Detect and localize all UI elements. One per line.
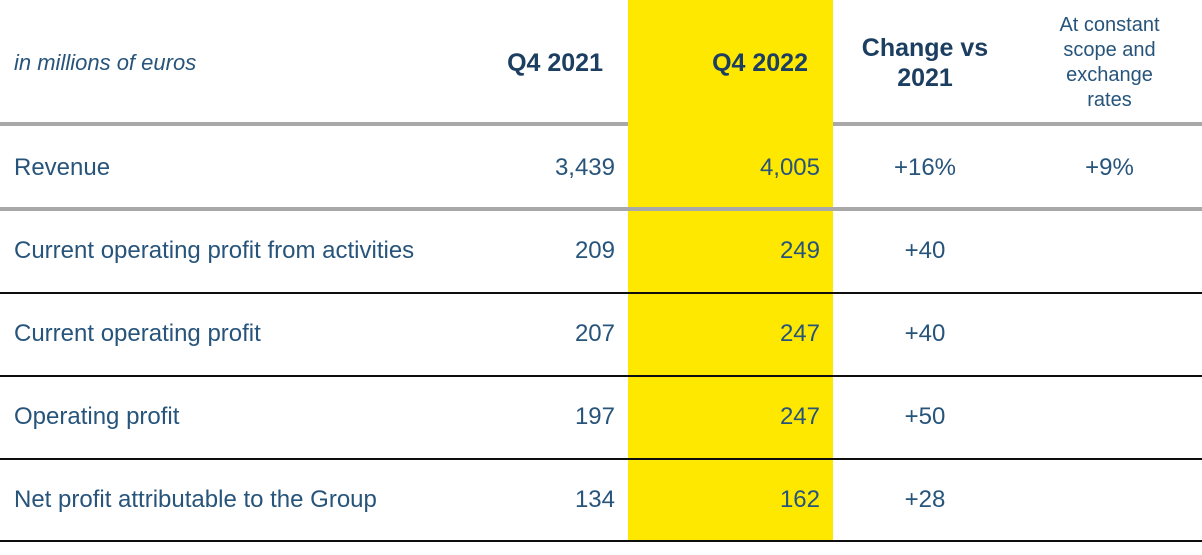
row-label: Current operating profit from activities [0,209,450,292]
column-header-text: Q4 2022 [712,48,808,77]
cell-change: +28 [904,485,946,513]
row-label-text: Net profit attributable to the Group [14,485,377,513]
cell-change: +16% [893,153,957,181]
q4-2022-highlight-band [628,0,833,542]
column-header-q4-2022: Q4 2022 [628,0,833,126]
cell-q4-2022: 162 [779,485,820,513]
cell-q4-2021: 207 [574,319,615,347]
cell-change: +40 [904,319,946,347]
cell-q4-2021: 197 [574,402,615,430]
table-bottom-divider [0,540,1202,542]
header-divider [0,122,1202,126]
row-label: Revenue [0,126,450,209]
cell-change: +50 [904,402,946,430]
cell-constant [1017,292,1202,375]
row-divider [0,458,1202,460]
column-header-text: Q4 2021 [507,48,603,77]
row-label: Current operating profit [0,292,450,375]
cell-change: +40 [904,236,946,264]
row-label-text: Current operating profit from activities [14,236,415,264]
row-label-text: Revenue [14,153,111,181]
unit-label: in millions of euros [0,0,450,126]
cell-q4-2022: 4,005 [759,153,820,181]
row-label-text: Current operating profit [14,319,261,347]
cell-q4-2022: 247 [779,402,820,430]
cell-q4-2021: 134 [574,485,615,513]
cell-constant [1017,458,1202,541]
cell-q4-2021: 209 [574,236,615,264]
revenue-row-divider [0,207,1202,211]
column-header-change: Change vs 2021 [833,0,1017,126]
cell-constant [1017,375,1202,458]
cell-q4-2022: 249 [779,236,820,264]
row-label: Operating profit [0,375,450,458]
row-label-text: Operating profit [14,402,180,430]
row-divider [0,375,1202,377]
row-divider [0,292,1202,294]
column-header-text: At constant scope and exchange rates [1059,14,1160,111]
unit-label-text: in millions of euros [14,50,197,75]
cell-q4-2021: 3,439 [554,153,615,181]
column-header-constant-scope: At constant scope and exchange rates [1017,0,1202,126]
cell-constant [1017,209,1202,292]
column-header-text: Change vs 2021 [861,34,989,92]
cell-q4-2022: 247 [779,319,820,347]
row-label: Net profit attributable to the Group [0,458,450,541]
cell-constant: +9% [1085,153,1134,181]
column-header-q4-2021: Q4 2021 [450,0,628,126]
